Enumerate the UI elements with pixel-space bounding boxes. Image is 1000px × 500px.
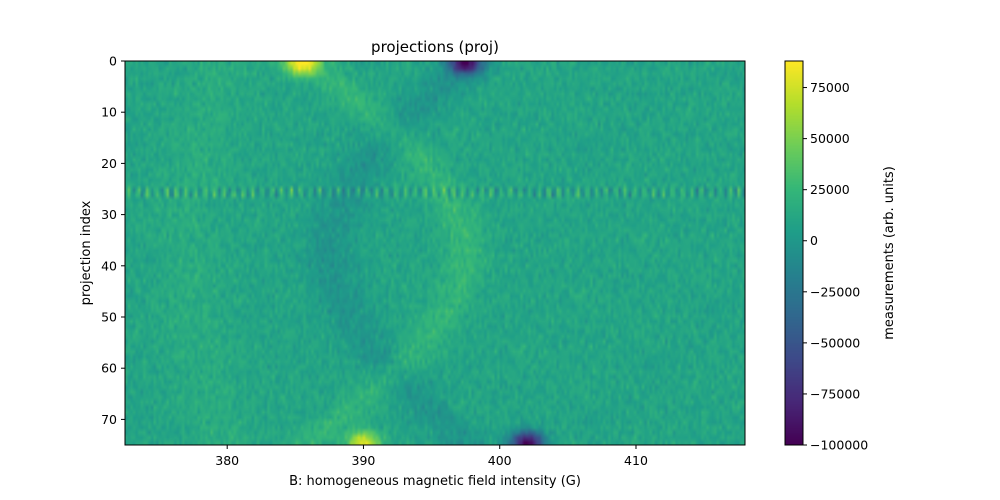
x-tick-label: 390 xyxy=(352,453,376,468)
colorbar-frame xyxy=(784,60,804,446)
colorbar-tick-label: 50000 xyxy=(810,131,850,146)
heatmap-image xyxy=(125,61,745,445)
x-axis-ticks: 380 390 400 410 xyxy=(215,445,648,468)
x-tick-label: 410 xyxy=(624,453,648,468)
x-axis-label: B: homogeneous magnetic field intensity … xyxy=(289,474,581,489)
y-tick-label: 10 xyxy=(101,105,117,120)
colorbar-label: measurements (arb. units) xyxy=(882,166,897,340)
colorbar-tick-label: 0 xyxy=(810,233,818,248)
plot-frame xyxy=(124,60,746,446)
heatmap-plot-area xyxy=(124,60,746,446)
y-axis-ticks: 0 10 20 30 40 50 60 70 xyxy=(101,54,125,427)
colorbar-tick-label: 75000 xyxy=(810,80,850,95)
colorbar-tick-label: −25000 xyxy=(810,284,860,299)
y-tick-label: 60 xyxy=(101,361,117,376)
y-tick-label: 0 xyxy=(109,54,117,69)
colorbar-ticks: −100000 −75000 −50000 −25000 0 25000 50000 7500… xyxy=(803,80,868,453)
x-tick-label: 400 xyxy=(488,453,512,468)
colorbar: −100000 −75000 −50000 −25000 0 25000 50000 7500… xyxy=(784,60,897,453)
colorbar-tick-label: 25000 xyxy=(810,182,850,197)
y-tick-label: 50 xyxy=(101,310,117,325)
colorbar-tick-label: −50000 xyxy=(810,335,860,350)
y-tick-label: 20 xyxy=(101,156,117,171)
y-tick-label: 70 xyxy=(101,412,117,427)
colorbar-gradient xyxy=(785,61,803,445)
x-tick-label: 380 xyxy=(215,453,239,468)
y-tick-label: 30 xyxy=(101,207,117,222)
colorbar-tick-label: −75000 xyxy=(810,386,860,401)
chart-title: projections (proj) xyxy=(371,38,499,56)
y-axis-label: projection index xyxy=(79,200,94,305)
colorbar-tick-label: −100000 xyxy=(810,438,868,453)
y-tick-label: 40 xyxy=(101,258,117,273)
